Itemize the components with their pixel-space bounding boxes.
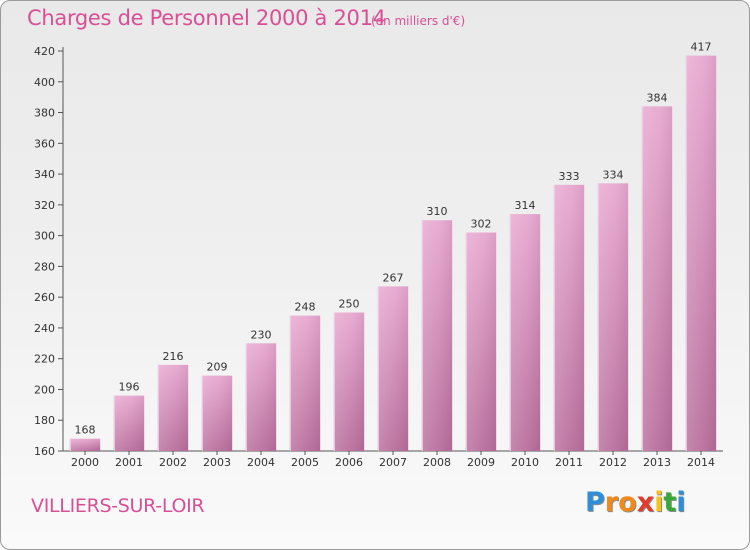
x-tick-label: 2006 bbox=[335, 456, 363, 469]
bars bbox=[69, 55, 717, 452]
value-label: 209 bbox=[207, 361, 228, 374]
y-tick-label: 360 bbox=[34, 137, 55, 150]
value-label: 267 bbox=[383, 271, 404, 284]
value-label: 333 bbox=[559, 170, 580, 183]
logo-letter: r bbox=[604, 487, 619, 518]
y-tick-label: 380 bbox=[34, 107, 55, 120]
y-tick-label: 200 bbox=[34, 383, 55, 396]
x-tick-label: 2011 bbox=[555, 456, 583, 469]
value-label: 248 bbox=[295, 301, 316, 314]
chart-title: Charges de Personnel 2000 à 2014 bbox=[27, 6, 386, 30]
bar-shade bbox=[509, 214, 541, 451]
x-tick-label: 2014 bbox=[687, 456, 715, 469]
y-tick-label: 420 bbox=[34, 45, 55, 58]
logo-letter: i bbox=[676, 487, 686, 518]
x-tick-label: 2001 bbox=[115, 456, 143, 469]
value-label: 302 bbox=[471, 218, 492, 231]
y-axis: 160 180 200 220 240 260 280 300 320 340 360 380 400 4… bbox=[34, 45, 64, 458]
value-label: 230 bbox=[251, 328, 272, 341]
bar-shade bbox=[597, 183, 629, 452]
bar-shade bbox=[377, 286, 409, 451]
x-tick-label: 2009 bbox=[467, 456, 495, 469]
bar-shade bbox=[201, 375, 233, 451]
bar-shade bbox=[69, 438, 101, 451]
x-tick-label: 2007 bbox=[379, 456, 407, 469]
chart-units: (en milliers d'€) bbox=[371, 14, 466, 28]
logo-letter: P bbox=[585, 487, 605, 518]
bar-shade bbox=[245, 343, 277, 451]
x-tick-label: 2010 bbox=[511, 456, 539, 469]
bar-shade bbox=[289, 315, 321, 451]
city-name: VILLIERS-SUR-LOIR bbox=[31, 495, 205, 517]
value-label: 310 bbox=[427, 205, 448, 218]
x-tick-label: 2005 bbox=[291, 456, 319, 469]
y-tick-label: 240 bbox=[34, 322, 55, 335]
y-tick-label: 320 bbox=[34, 199, 55, 212]
x-tick-label: 2012 bbox=[599, 456, 627, 469]
logo-letter: t bbox=[663, 487, 677, 518]
x-tick-label: 2008 bbox=[423, 456, 451, 469]
y-tick-label: 340 bbox=[34, 168, 55, 181]
bar-shade bbox=[333, 312, 365, 451]
value-labels: 168 196 216 209 230 248 250 267 310 302 314 333 334 3… bbox=[75, 41, 712, 437]
logo-letter: x bbox=[636, 487, 655, 518]
value-label: 334 bbox=[603, 168, 624, 181]
y-tick-label: 280 bbox=[34, 260, 55, 273]
value-label: 417 bbox=[691, 41, 712, 54]
value-label: 168 bbox=[75, 424, 96, 437]
x-tick-label: 2003 bbox=[203, 456, 231, 469]
x-tick-label: 2002 bbox=[159, 456, 187, 469]
y-tick-label: 400 bbox=[34, 76, 55, 89]
value-label: 216 bbox=[163, 350, 184, 363]
bar-shade bbox=[641, 106, 673, 451]
y-tick-label: 160 bbox=[34, 445, 55, 458]
bar-shade bbox=[685, 55, 717, 451]
logo-letter: o bbox=[618, 487, 637, 518]
bar-shade bbox=[553, 184, 585, 451]
y-tick-label: 180 bbox=[34, 414, 55, 427]
y-tick-label: 260 bbox=[34, 291, 55, 304]
bar-shade bbox=[157, 364, 189, 451]
x-axis: 2000 2001 2002 2003 2004 2005 2006 2007 2008 2009… bbox=[63, 450, 723, 469]
y-tick-label: 300 bbox=[34, 230, 55, 243]
y-tick-label: 220 bbox=[34, 353, 55, 366]
value-label: 314 bbox=[515, 199, 536, 212]
logo-letter: i bbox=[654, 487, 664, 518]
x-tick-label: 2000 bbox=[71, 456, 99, 469]
bar-shade bbox=[421, 220, 453, 451]
value-label: 384 bbox=[647, 91, 668, 104]
x-tick-label: 2013 bbox=[643, 456, 671, 469]
proxiti-logo[interactable]: Proxiti bbox=[585, 487, 686, 523]
value-label: 196 bbox=[119, 381, 140, 394]
bar-shade bbox=[465, 232, 497, 451]
bar-shade bbox=[113, 395, 145, 451]
x-tick-label: 2004 bbox=[247, 456, 275, 469]
value-label: 250 bbox=[339, 298, 360, 311]
